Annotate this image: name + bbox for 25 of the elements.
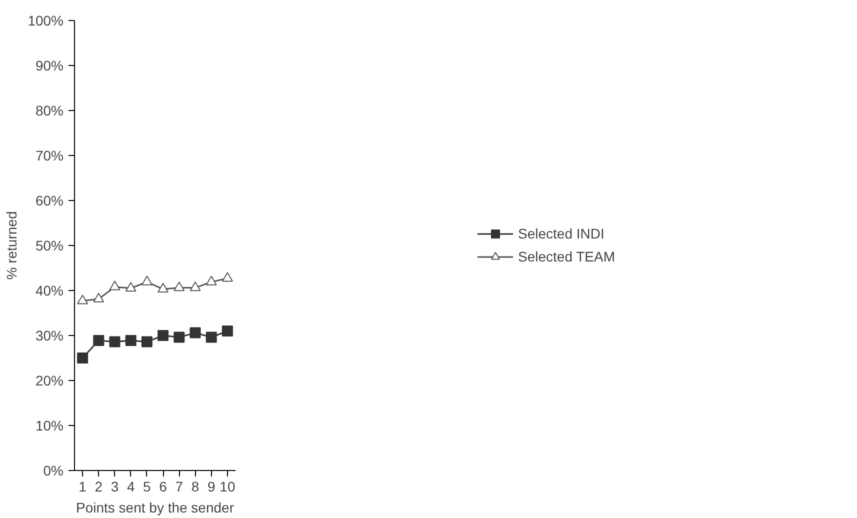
y-tick-label: 30% <box>35 328 64 344</box>
x-tick-label: 1 <box>78 478 87 494</box>
x-tick-label: 4 <box>126 478 135 494</box>
y-tick-label: 80% <box>35 102 64 118</box>
x-tick-label: 2 <box>94 478 103 494</box>
y-tick-label: 100% <box>28 12 64 28</box>
legend-label: Selected INDI <box>518 226 604 242</box>
x-tick-label: 6 <box>159 478 168 494</box>
y-tick-label: 60% <box>35 192 64 208</box>
x-axis-title: Points sent by the sender <box>76 500 234 516</box>
x-tick-label: 5 <box>143 478 152 494</box>
y-tick-label: 40% <box>35 282 64 298</box>
y-tick-label: 50% <box>35 238 64 254</box>
x-tick-label: 9 <box>207 478 216 494</box>
x-tick-label: 7 <box>175 478 184 494</box>
x-tick-label: 3 <box>110 478 119 494</box>
y-axis-title: % returned <box>4 211 20 280</box>
y-tick-label: 0% <box>43 462 64 478</box>
legend-label: Selected TEAM <box>518 248 616 264</box>
x-tick-label: 10 <box>220 478 236 494</box>
y-tick-label: 90% <box>35 58 64 74</box>
y-tick-label: 10% <box>35 418 64 434</box>
y-tick-label: 70% <box>35 148 64 164</box>
y-tick-label: 20% <box>35 372 64 388</box>
x-tick-label: 8 <box>191 478 200 494</box>
